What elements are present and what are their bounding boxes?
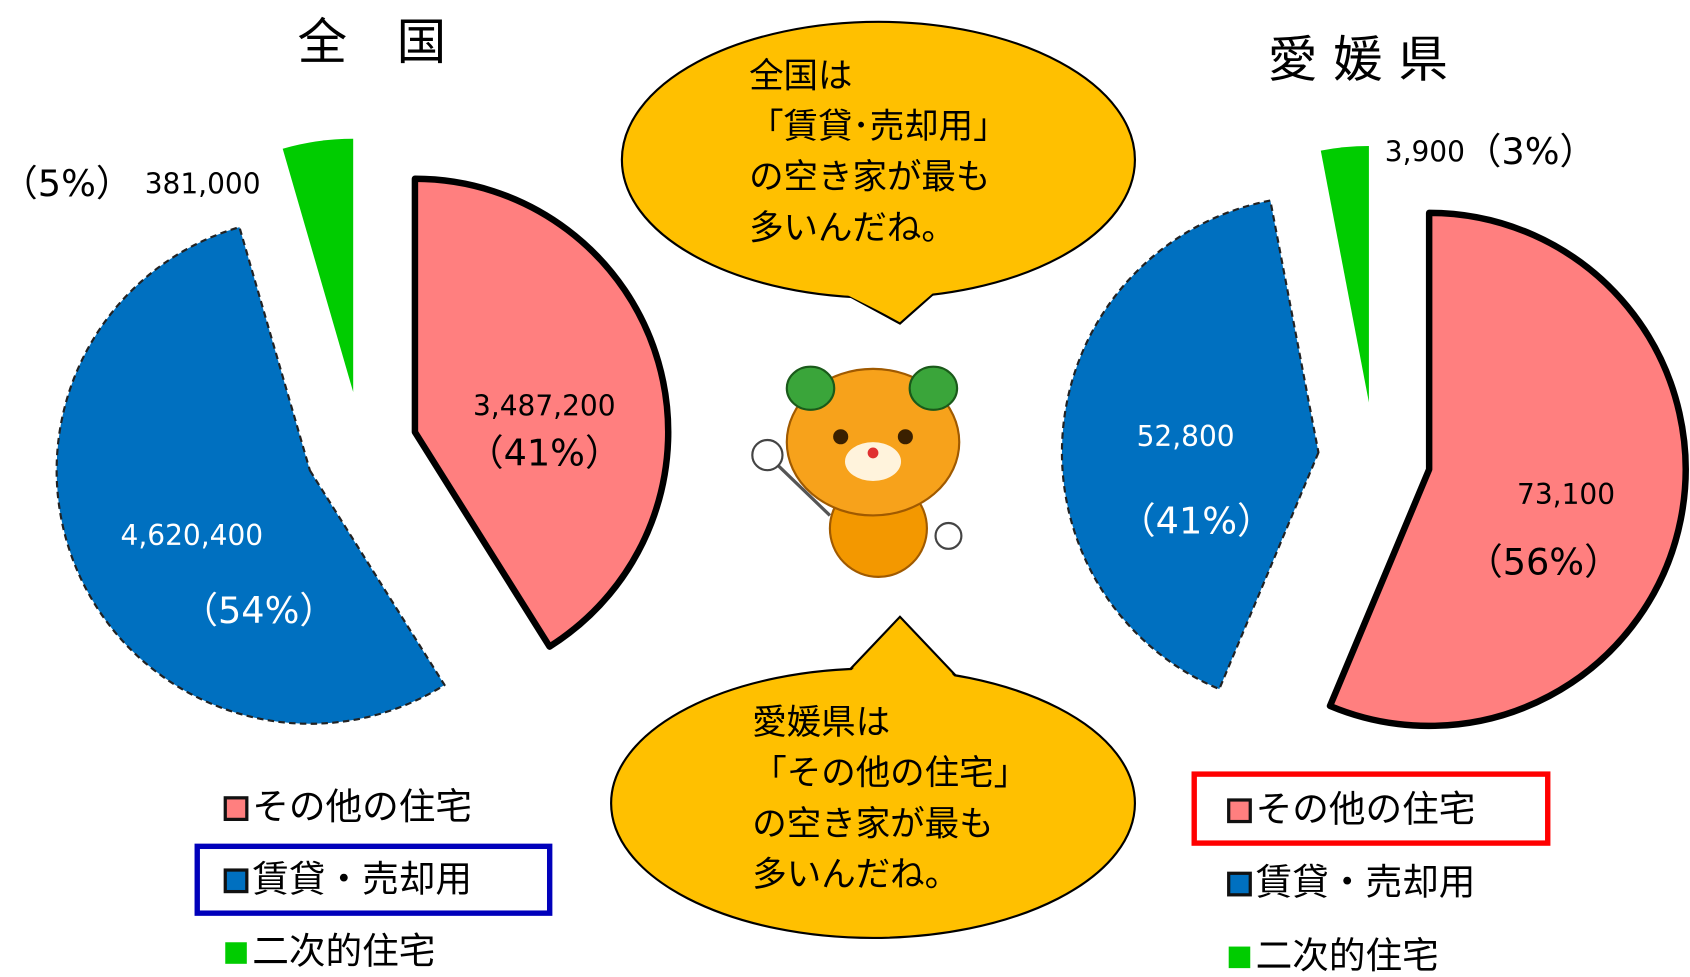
mascot (751, 365, 963, 578)
percent-label: （56%） (1466, 540, 1621, 583)
callout-text: 全国は (749, 56, 852, 96)
callout-text: の空き家が最も (749, 158, 990, 198)
legend-label: 二次的住宅 (1256, 934, 1439, 977)
value-label: 73,100 (1517, 478, 1615, 511)
pie-slice (1060, 199, 1320, 691)
mascot-nose (867, 447, 879, 459)
legend-label: その他の住宅 (1256, 787, 1476, 830)
callout-tail-fill (843, 282, 946, 322)
legend-swatch (223, 868, 249, 894)
legend-swatch (1227, 798, 1252, 824)
callout-text: 多いんだね。 (749, 208, 956, 248)
pie-slice (411, 175, 672, 650)
legend-swatch (1227, 871, 1252, 897)
mascot-flower (934, 521, 963, 550)
legend-label: 二次的住宅 (252, 930, 435, 973)
percent-label: （5%） (1, 162, 132, 205)
mascot-eye (897, 429, 913, 445)
percent-label: （41%） (1119, 499, 1274, 542)
legend-label: その他の住宅 (252, 785, 472, 828)
legend-label: 賃貸・売却用 (252, 857, 472, 900)
callout-text: 「賃貸･売却用」 (749, 107, 1008, 147)
percent-label: （41%） (467, 432, 622, 475)
callout-tail-fill (842, 619, 958, 680)
legend-swatch (223, 796, 249, 822)
pie-slice (282, 138, 354, 393)
legend-label: 賃貸・売却用 (1256, 861, 1476, 904)
percent-label: （3%） (1465, 130, 1596, 173)
mascot-eye (833, 429, 849, 445)
callout-top (620, 20, 1137, 325)
legend-highlight (1191, 771, 1551, 846)
value-label: 52,800 (1137, 420, 1235, 453)
pie-slice (1326, 209, 1689, 730)
callout-text: 愛媛県は (752, 703, 890, 743)
callout-text: 「その他の住宅」 (752, 754, 1028, 794)
callout-text: の空き家が最も (752, 804, 993, 844)
value-label: 4,620,400 (121, 519, 264, 552)
legend-swatch (225, 942, 247, 964)
value-label: 3,900 (1385, 135, 1465, 168)
value-label: 3,487,200 (473, 390, 616, 423)
mascot-wand (769, 457, 832, 517)
value-label: 381,000 (145, 168, 261, 201)
percent-label: （54%） (181, 589, 336, 632)
callout-bottom (610, 615, 1137, 940)
mascot-leaf (785, 365, 836, 411)
legend-swatch (1228, 946, 1251, 969)
chart-title: 愛 媛 県 (1268, 30, 1448, 88)
callout-text: 多いんだね。 (752, 855, 959, 895)
pie-slice (55, 226, 446, 725)
mascot-leaf (908, 365, 959, 411)
legend-highlight (194, 843, 553, 916)
pie-slice (1320, 146, 1369, 403)
mascot-muzzle (845, 442, 902, 481)
mascot-flower (751, 438, 784, 472)
chart-title: 全 国 (297, 13, 446, 71)
